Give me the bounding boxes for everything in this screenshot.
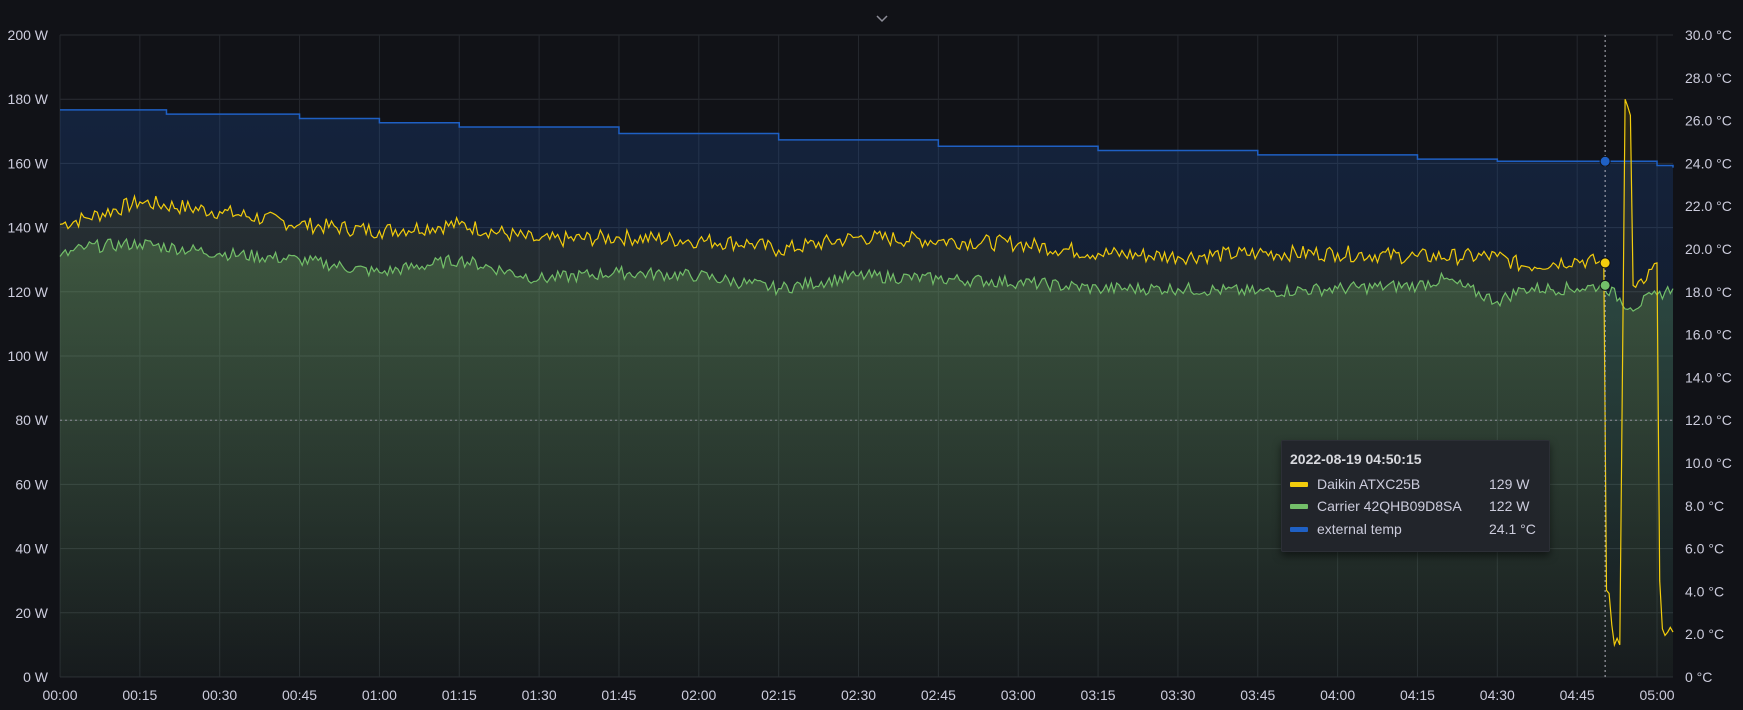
x-tick-label: 02:30 <box>841 687 876 703</box>
x-tick-label: 01:45 <box>601 687 636 703</box>
series-color-swatch <box>1290 482 1308 487</box>
y-right-tick-label: 6.0 °C <box>1685 541 1724 557</box>
x-tick-label: 00:15 <box>122 687 157 703</box>
y-right-tick-label: 24.0 °C <box>1685 155 1732 171</box>
y-right-tick-label: 4.0 °C <box>1685 583 1724 599</box>
x-tick-label: 01:15 <box>442 687 477 703</box>
y-right-tick-label: 20.0 °C <box>1685 241 1732 257</box>
y-right-tick-label: 12.0 °C <box>1685 412 1732 428</box>
y-right-tick-label: 0 °C <box>1685 669 1712 685</box>
tooltip-row-external-temp: external temp 24.1 °C <box>1290 521 1540 541</box>
x-tick-label: 03:15 <box>1081 687 1116 703</box>
x-tick-label: 03:30 <box>1160 687 1195 703</box>
x-tick-label: 03:45 <box>1240 687 1275 703</box>
y-left-tick-label: 120 W <box>8 284 49 300</box>
y-left-tick-label: 80 W <box>15 412 48 428</box>
x-tick-label: 05:00 <box>1640 687 1675 703</box>
y-left-tick-label: 200 W <box>8 27 49 43</box>
y-left-tick-label: 100 W <box>8 348 49 364</box>
tooltip-series-value: 129 W <box>1489 476 1530 492</box>
x-tick-label: 04:00 <box>1320 687 1355 703</box>
daikin-area <box>60 99 1673 677</box>
series-line-daikin <box>59 98 1674 648</box>
y-left-tick-label: 180 W <box>8 91 49 107</box>
tooltip-time: 2022-08-19 04:50:15 <box>1290 451 1422 467</box>
series-line-carrier <box>59 237 1674 312</box>
y-left-tick-label: 40 W <box>15 541 48 557</box>
y-right-tick-label: 28.0 °C <box>1685 70 1732 86</box>
y-left-tick-label: 60 W <box>15 476 48 492</box>
x-tick-label: 02:45 <box>921 687 956 703</box>
x-tick-label: 04:30 <box>1480 687 1515 703</box>
tooltip-series-name: Daikin ATXC25B <box>1317 476 1421 492</box>
hover-tooltip: 2022-08-19 04:50:15 Daikin ATXC25B 129 W… <box>1281 440 1550 552</box>
x-tick-label: 04:45 <box>1560 687 1595 703</box>
x-tick-label: 01:00 <box>362 687 397 703</box>
y-right-tick-label: 22.0 °C <box>1685 198 1732 214</box>
x-tick-label: 03:00 <box>1001 687 1036 703</box>
y-right-tick-label: 2.0 °C <box>1685 626 1724 642</box>
chevron-down-icon[interactable] <box>872 10 892 26</box>
series-line-external-temp <box>60 109 1674 168</box>
tooltip-series-name: Carrier 42QHB09D8SA <box>1317 498 1462 514</box>
x-tick-label: 00:45 <box>282 687 317 703</box>
y-right-tick-label: 8.0 °C <box>1685 498 1724 514</box>
x-tick-label: 00:00 <box>42 687 77 703</box>
x-tick-label: 02:00 <box>681 687 716 703</box>
y-right-tick-label: 10.0 °C <box>1685 455 1732 471</box>
tooltip-row-daikin: Daikin ATXC25B 129 W <box>1290 476 1540 496</box>
y-right-tick-label: 14.0 °C <box>1685 369 1732 385</box>
x-tick-label: 04:15 <box>1400 687 1435 703</box>
y-right-tick-label: 30.0 °C <box>1685 27 1732 43</box>
hover-point-external-temp <box>1599 155 1611 167</box>
tooltip-row-carrier: Carrier 42QHB09D8SA 122 W <box>1290 498 1540 518</box>
hover-point-daikin <box>1599 257 1611 269</box>
x-tick-label: 01:30 <box>522 687 557 703</box>
y-left-tick-label: 20 W <box>15 605 48 621</box>
series-color-swatch <box>1290 527 1308 532</box>
tooltip-series-value: 122 W <box>1489 498 1530 514</box>
y-right-tick-label: 16.0 °C <box>1685 327 1732 343</box>
y-left-tick-label: 160 W <box>8 155 49 171</box>
hover-point-carrier <box>1599 279 1611 291</box>
y-left-tick-label: 140 W <box>8 220 49 236</box>
series-color-swatch <box>1290 504 1308 509</box>
y-right-tick-label: 26.0 °C <box>1685 113 1732 129</box>
tooltip-series-name: external temp <box>1317 521 1402 537</box>
y-right-tick-label: 18.0 °C <box>1685 284 1732 300</box>
chevron-down-glyph <box>876 15 888 23</box>
x-tick-label: 02:15 <box>761 687 796 703</box>
tooltip-series-value: 24.1 °C <box>1489 521 1536 537</box>
x-tick-label: 00:30 <box>202 687 237 703</box>
y-left-tick-label: 0 W <box>23 669 49 685</box>
